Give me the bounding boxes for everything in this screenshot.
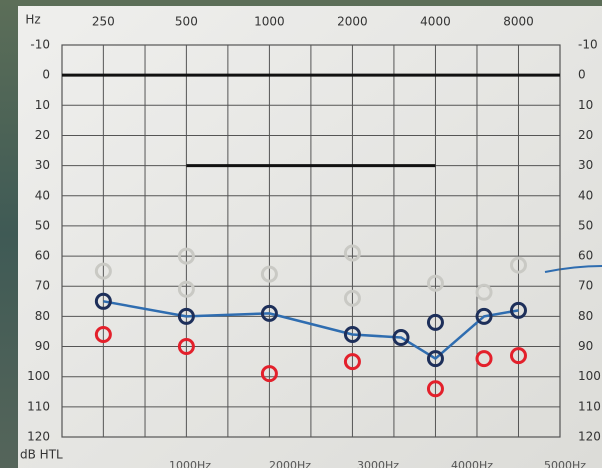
marker: [343, 353, 361, 371]
y-tick-label-right: 40: [578, 188, 593, 202]
footer-label: 2000Hz: [269, 459, 311, 468]
marker: [260, 265, 278, 283]
y-tick-label: 20: [35, 128, 50, 142]
y-tick-label: 90: [35, 339, 50, 353]
y-tick-label: 60: [35, 249, 50, 263]
x-tick-label: 500: [175, 15, 198, 29]
marker: [509, 347, 527, 365]
y-tick-label-right: 100: [578, 369, 601, 383]
y-tick-label-right: 0: [578, 68, 586, 82]
marker: [475, 350, 493, 368]
y-tick-label: 30: [35, 158, 50, 172]
marker: [94, 325, 112, 343]
marker: [177, 247, 195, 265]
marker: [509, 256, 527, 274]
y-tick-label: 80: [35, 309, 50, 323]
series-line: [103, 300, 519, 360]
x-tick-label: 2000: [337, 15, 368, 29]
paper: [18, 6, 602, 468]
y-tick-label-right: 80: [578, 309, 593, 323]
y-tick-label: 120: [27, 430, 50, 444]
x-tick-label: 250: [92, 15, 115, 29]
y-tick-label-right: 120: [578, 430, 601, 444]
y-tick-label: 70: [35, 279, 50, 293]
x-tick-label: 4000: [420, 15, 451, 29]
y-tick-label-right: 10: [578, 98, 593, 112]
y-tick-label: 100: [27, 369, 50, 383]
marker: [343, 325, 361, 343]
marker: [343, 289, 361, 307]
marker: [94, 262, 112, 280]
y-tick-label: 40: [35, 188, 50, 202]
marker: [426, 274, 444, 292]
y-tick-label-right: 60: [578, 249, 593, 263]
y-unit-label: dB HTL: [20, 448, 63, 462]
marker: [426, 313, 444, 331]
y-tick-label: 0: [42, 68, 50, 82]
footer-label: 5000Hz: [544, 459, 586, 468]
marker: [343, 244, 361, 262]
marker: [177, 307, 195, 325]
y-tick-label: 10: [35, 98, 50, 112]
y-tick-label-right: 110: [578, 399, 601, 413]
marker: [177, 280, 195, 298]
y-tick-label: -10: [30, 38, 50, 52]
x-tick-label: 1000: [254, 15, 285, 29]
marker: [94, 292, 112, 310]
footer-label: 4000Hz: [451, 459, 493, 468]
y-tick-label: 110: [27, 399, 50, 413]
x-unit-label: Hz: [25, 13, 40, 27]
marker: [426, 380, 444, 398]
footer-label: 1000Hz: [169, 459, 211, 468]
marker: [475, 307, 493, 325]
y-tick-label: 50: [35, 218, 50, 232]
marker: [177, 338, 195, 356]
y-tick-label-right: 50: [578, 218, 593, 232]
x-tick-label: 8000: [503, 15, 534, 29]
marker: [260, 304, 278, 322]
marker: [260, 365, 278, 383]
marker: [392, 328, 410, 346]
y-tick-label-right: -10: [578, 38, 598, 52]
y-tick-label-right: 70: [578, 279, 593, 293]
marker: [426, 350, 444, 368]
marker: [509, 301, 527, 319]
footer-label: 3000Hz: [357, 459, 399, 468]
y-tick-label-right: 30: [578, 158, 593, 172]
y-tick-label-right: 90: [578, 339, 593, 353]
marker: [475, 283, 493, 301]
pen-stroke: [544, 265, 602, 273]
y-tick-label-right: 20: [578, 128, 593, 142]
